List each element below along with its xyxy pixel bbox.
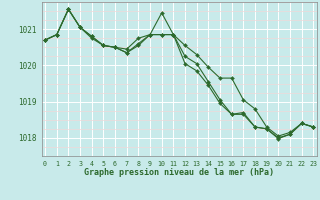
X-axis label: Graphe pression niveau de la mer (hPa): Graphe pression niveau de la mer (hPa)	[84, 168, 274, 177]
